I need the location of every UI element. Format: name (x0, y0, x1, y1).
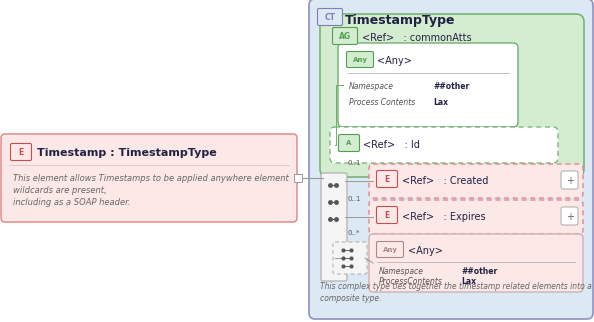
Text: CT: CT (324, 13, 336, 22)
Text: <Ref>   : Expires: <Ref> : Expires (402, 212, 486, 222)
Text: <Any>: <Any> (408, 246, 443, 256)
Text: ##other: ##other (433, 81, 469, 90)
FancyBboxPatch shape (318, 8, 343, 25)
FancyBboxPatch shape (321, 173, 347, 281)
Text: 0..1: 0..1 (347, 160, 361, 166)
FancyBboxPatch shape (369, 200, 583, 234)
Text: Any: Any (352, 56, 368, 62)
Text: E: E (384, 175, 390, 184)
FancyBboxPatch shape (333, 27, 358, 44)
Text: Namespace: Namespace (349, 81, 394, 90)
FancyBboxPatch shape (561, 171, 578, 189)
FancyBboxPatch shape (369, 234, 583, 292)
FancyBboxPatch shape (377, 171, 397, 187)
FancyBboxPatch shape (561, 207, 578, 225)
Text: Any: Any (383, 247, 397, 252)
Text: ProcessContents: ProcessContents (379, 278, 443, 287)
FancyBboxPatch shape (369, 164, 583, 198)
Text: This complex type ties together the timestamp related elements into a
composite : This complex type ties together the time… (320, 282, 592, 303)
FancyBboxPatch shape (294, 174, 302, 182)
Text: A: A (346, 140, 352, 146)
Text: E: E (384, 211, 390, 220)
Text: E: E (18, 147, 24, 156)
Text: 0..*: 0..* (347, 230, 359, 236)
FancyBboxPatch shape (377, 206, 397, 223)
FancyBboxPatch shape (11, 144, 31, 160)
FancyBboxPatch shape (320, 14, 584, 177)
Text: TimestampType: TimestampType (345, 14, 456, 26)
FancyBboxPatch shape (333, 242, 367, 274)
Text: Timestamp : TimestampType: Timestamp : TimestampType (37, 148, 217, 158)
FancyBboxPatch shape (339, 135, 359, 151)
FancyBboxPatch shape (377, 242, 403, 258)
FancyBboxPatch shape (1, 134, 297, 222)
Text: <Ref>   : Id: <Ref> : Id (363, 140, 420, 150)
Text: <Any>: <Any> (377, 56, 412, 66)
FancyBboxPatch shape (309, 0, 593, 319)
Text: AG: AG (339, 32, 351, 41)
Text: ##other: ##other (461, 268, 497, 277)
Text: <Ref>   : Created: <Ref> : Created (402, 176, 488, 186)
FancyBboxPatch shape (346, 52, 374, 68)
Text: +: + (566, 176, 574, 186)
Text: Lax: Lax (433, 98, 448, 107)
FancyBboxPatch shape (330, 127, 558, 163)
Text: Process Contents: Process Contents (349, 98, 415, 107)
Text: Namespace: Namespace (379, 268, 424, 277)
Text: +: + (566, 212, 574, 222)
Text: 0..1: 0..1 (347, 196, 361, 202)
Text: Lax: Lax (461, 278, 476, 287)
Text: This element allows Timestamps to be applied anywhere element
wildcards are pres: This element allows Timestamps to be app… (13, 174, 289, 207)
Text: <Ref>   : commonAtts: <Ref> : commonAtts (362, 33, 472, 43)
FancyBboxPatch shape (338, 43, 518, 127)
